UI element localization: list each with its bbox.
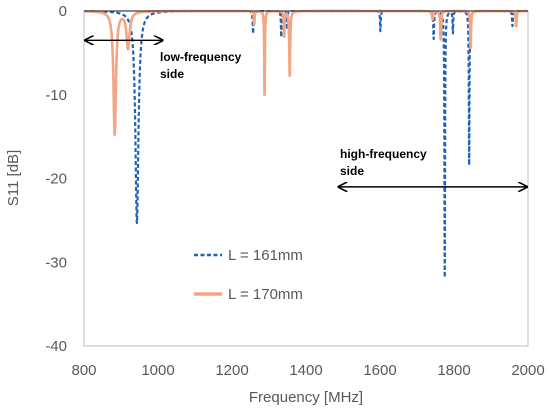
x-tick-labels: 800 1000 1200 1400 1600 1800 2000 xyxy=(71,362,544,379)
legend-label-2: L = 170mm xyxy=(228,286,303,303)
annotation-layer: low-frequency side high-frequency side xyxy=(85,40,527,187)
x-axis-title: Frequency [MHz] xyxy=(249,389,363,406)
annotation-label: side xyxy=(160,67,184,81)
x-tick-label: 2000 xyxy=(511,362,544,379)
y-tick-label: -20 xyxy=(45,171,67,188)
legend-label-1: L = 161mm xyxy=(228,247,303,264)
x-tick-label: 800 xyxy=(71,362,96,379)
legend: L = 161mm L = 170mm xyxy=(194,247,303,303)
annotation-label: side xyxy=(340,164,364,178)
x-tick-label: 1400 xyxy=(289,362,322,379)
x-tick-label: 1800 xyxy=(437,362,470,379)
y-axis-title: S11 [dB] xyxy=(5,150,22,206)
y-tick-label: -30 xyxy=(45,254,67,271)
plot-frame xyxy=(83,10,529,347)
series-line-1 xyxy=(82,9,530,279)
y-tick-label: 0 xyxy=(59,3,67,20)
annotation-label: high-frequency xyxy=(340,147,427,161)
y-tick-label: -40 xyxy=(45,338,67,355)
x-tick-label: 1000 xyxy=(141,362,174,379)
y-tick-label: -10 xyxy=(45,87,67,104)
series-line-2 xyxy=(82,9,530,137)
y-tick-labels: 0 -10 -20 -30 -40 xyxy=(45,3,67,355)
x-tick-label: 1200 xyxy=(215,362,248,379)
series-layer xyxy=(82,9,530,279)
annotation-label: low-frequency xyxy=(160,50,242,64)
x-tick-label: 1600 xyxy=(363,362,396,379)
